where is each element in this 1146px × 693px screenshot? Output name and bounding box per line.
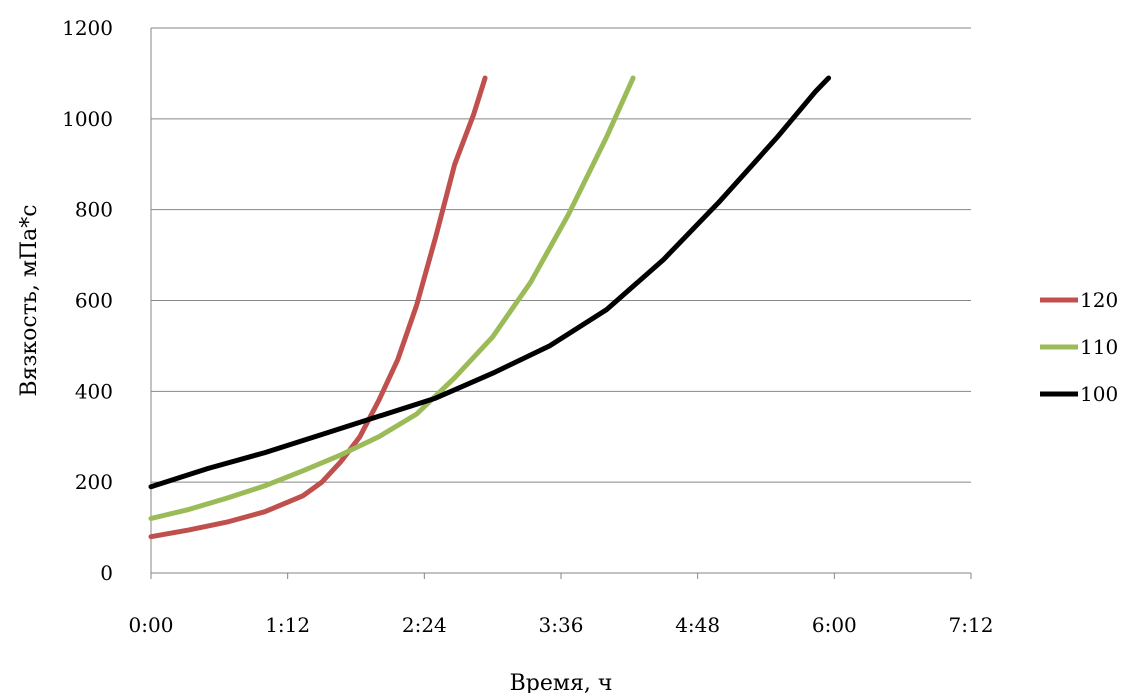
y-tick-label: 1000 [62,107,113,131]
series-line-120 [148,75,488,540]
axes [150,28,972,579]
legend-label-110: 110 [1080,335,1118,359]
series-line-100 [148,75,832,490]
x-tick-label: 3:36 [539,613,584,637]
y-tick-label: 1200 [62,16,113,40]
x-tick-label: 2:24 [402,613,447,637]
legend: 120 110 100 [1040,288,1118,406]
x-tick-label: 1:12 [265,613,310,637]
tick-labels: 0 200 400 600 800 1000 1200 0:00 1:12 2:24 3:36 4:4… [62,16,993,637]
x-tick-label: 6:00 [812,613,857,637]
series-lines [148,75,832,540]
y-tick-label: 800 [75,198,113,222]
legend-label-100: 100 [1080,382,1118,406]
x-axis-title: Время, ч [510,671,613,693]
grid-lines [151,27,971,483]
x-tick-label: 0:00 [129,613,174,637]
y-tick-label: 200 [75,470,113,494]
y-tick-label: 0 [100,561,113,585]
series-line-110 [148,75,636,521]
x-tick-label: 7:12 [949,613,994,637]
x-tick-label: 4:48 [675,613,720,637]
y-tick-label: 400 [75,379,113,403]
y-tick-label: 600 [75,289,113,313]
legend-label-120: 120 [1080,288,1118,312]
y-axis-title: Вязкость, мПа*с [17,204,42,396]
